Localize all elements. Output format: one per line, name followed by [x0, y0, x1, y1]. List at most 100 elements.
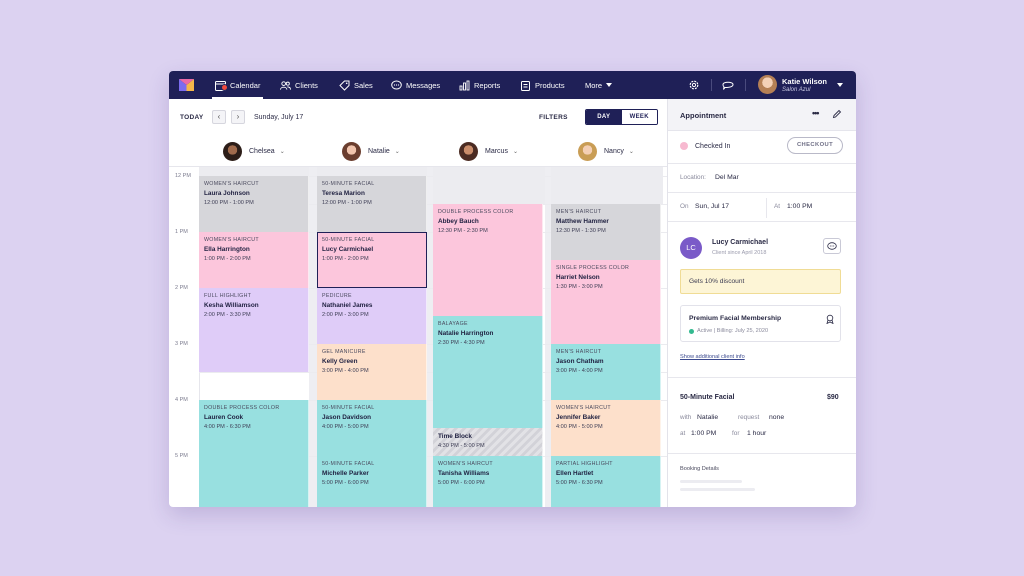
stylist-value[interactable]: Natalie	[697, 414, 719, 421]
appointment-card[interactable]: WOMEN'S HAIRCUT Jennifer Baker 4:00 PM -…	[551, 400, 661, 456]
appointment-card[interactable]: 50-MINUTE FACIAL Jason Davidson 4:00 PM …	[317, 400, 427, 456]
empty-slot[interactable]	[433, 167, 545, 204]
chevron-down-icon: ⌄	[279, 148, 285, 155]
column-gutter	[427, 167, 433, 507]
booking-details-label: Booking Details	[680, 466, 719, 472]
calendar-grid: 12 PM 1 PM 2 PM 3 PM 4 PM 5 PM WOME	[169, 167, 667, 507]
appointment-client: Ellen Hartlet	[556, 470, 594, 477]
appointment-client: Matthew Hammer	[556, 218, 609, 225]
appointment-card[interactable]: WOMEN'S HAIRCUT Laura Johnson 12:00 PM -…	[199, 176, 309, 232]
appointment-time: 2:00 PM - 3:00 PM	[322, 312, 369, 318]
client-since: Client since April 2018	[712, 250, 767, 256]
appointment-card[interactable]: WOMEN'S HAIRCUT Tanisha Williams 5:00 PM…	[433, 456, 543, 507]
filters-button[interactable]: FILTERS	[539, 114, 568, 121]
staff-header: Chelsea ⌄ Natalie ⌄ Marcus ⌄ Nancy ⌄	[169, 137, 667, 167]
nav-products[interactable]: Products	[520, 71, 565, 99]
appointment-service: PEDICURE	[322, 293, 352, 299]
pencil-icon[interactable]	[832, 109, 842, 119]
membership-status: Active | Billing: July 25, 2020	[697, 328, 769, 334]
appointment-time: 5:00 PM - 6:30 PM	[556, 480, 603, 486]
client-name[interactable]: Lucy Carmichael	[712, 239, 769, 246]
appointment-card[interactable]: MEN'S HAIRCUT Jason Chatham 3:00 PM - 4:…	[551, 344, 661, 400]
client-avatar[interactable]: LC	[680, 237, 702, 259]
avatar	[578, 141, 597, 161]
time-value[interactable]: 1:00 PM	[787, 203, 813, 210]
gear-icon[interactable]	[688, 79, 700, 91]
nav-more[interactable]: More	[585, 71, 613, 99]
appointment-card[interactable]: DOUBLE PROCESS COLOR Lauren Cook 4:00 PM…	[199, 400, 309, 507]
more-options-icon[interactable]: •••	[812, 108, 820, 118]
appointment-card[interactable]: PARTIAL HIGHLIGHT Ellen Hartlet 5:00 PM …	[551, 456, 661, 507]
nav-messages-label: Messages	[406, 80, 441, 90]
time-label: 2 PM	[175, 285, 188, 291]
nav-messages[interactable]: Messages	[391, 71, 440, 99]
location-label: Location:	[680, 174, 706, 181]
show-additional-info-link[interactable]: Show additional client info	[680, 354, 745, 360]
nav-sales[interactable]: Sales	[339, 71, 373, 99]
duration-value[interactable]: 1 hour	[747, 430, 767, 437]
staff-marcus[interactable]: Marcus ⌄	[459, 140, 518, 162]
time-label: 4 PM	[175, 397, 188, 403]
appointment-client: Michelle Parker	[322, 470, 369, 477]
empty-slot[interactable]	[551, 167, 663, 204]
nav-calendar[interactable]: Calendar	[211, 71, 264, 99]
start-value[interactable]: 1:00 PM	[691, 430, 717, 437]
staff-nancy[interactable]: Nancy ⌄	[578, 140, 634, 162]
avatar[interactable]	[758, 75, 777, 94]
checkout-button[interactable]: CHECKOUT	[787, 137, 843, 154]
appointment-card[interactable]: BALAYAGE Natalie Harrington 2:30 PM - 4:…	[433, 316, 543, 428]
appointment-card[interactable]: PEDICURE Nathaniel James 2:00 PM - 3:00 …	[317, 288, 427, 344]
nav-products-label: Products	[535, 80, 565, 90]
date-value[interactable]: Sun, Jul 17	[695, 203, 730, 210]
appointment-time: 5:00 PM - 6:00 PM	[322, 480, 369, 486]
placeholder-line	[680, 480, 742, 483]
appointment-card[interactable]: MEN'S HAIRCUT Matthew Hammer 12:30 PM - …	[551, 204, 661, 260]
nav-calendar-label: Calendar	[230, 80, 261, 90]
appointment-service: WOMEN'S HAIRCUT	[204, 237, 259, 243]
appointment-card[interactable]: GEL MANICURE Kelly Green 3:00 PM - 4:00 …	[317, 344, 427, 400]
today-button[interactable]: TODAY	[180, 114, 204, 121]
appointment-time: 2:30 PM - 4:30 PM	[438, 340, 485, 346]
membership-card[interactable]: Premium Facial Membership Active | Billi…	[680, 305, 841, 342]
appointment-card[interactable]: FULL HIGHLIGHT Kesha Williamson 2:00 PM …	[199, 288, 309, 372]
appointment-service: MEN'S HAIRCUT	[556, 349, 602, 355]
location-value[interactable]: Del Mar	[715, 174, 739, 181]
appointment-card[interactable]: 50-MINUTE FACIAL Teresa Marion 12:00 PM …	[317, 176, 427, 232]
appointment-card[interactable]: WOMEN'S HAIRCUT Ella Harrington 1:00 PM …	[199, 232, 309, 288]
request-value[interactable]: none	[769, 414, 785, 421]
staff-name: Marcus	[485, 147, 508, 155]
appointment-client: Harriet Nelson	[556, 274, 600, 281]
day-view-button[interactable]: DAY	[586, 110, 622, 124]
appointment-service: DOUBLE PROCESS COLOR	[204, 405, 280, 411]
appointment-client: Lauren Cook	[204, 414, 244, 421]
appointment-time: 12:00 PM - 1:00 PM	[204, 200, 254, 206]
appointment-card[interactable]: 50-MINUTE FACIAL Michelle Parker 5:00 PM…	[317, 456, 427, 507]
time-block[interactable]: Time Block 4:30 PM - 5:00 PM	[433, 428, 543, 456]
staff-chelsea[interactable]: Chelsea ⌄	[223, 140, 285, 162]
empty-slot[interactable]	[199, 167, 309, 176]
service-price: $90	[827, 394, 839, 401]
discount-notice: Gets 10% discount	[680, 269, 841, 294]
message-icon[interactable]	[722, 79, 734, 91]
appointment-time: 12:30 PM - 2:30 PM	[438, 228, 488, 234]
clipboard-icon	[520, 80, 531, 91]
nav-reports[interactable]: Reports	[459, 71, 500, 99]
nav-clients[interactable]: Clients	[280, 71, 318, 99]
appointment-card[interactable]: SINGLE PROCESS COLOR Harriet Nelson 1:30…	[551, 260, 661, 344]
with-label: with	[680, 414, 692, 421]
appointment-card[interactable]: DOUBLE PROCESS COLOR Abbey Bauch 12:30 P…	[433, 204, 543, 316]
message-client-button[interactable]	[823, 238, 841, 254]
brand-logo-icon[interactable]	[179, 79, 194, 91]
time-block-label: Time Block	[438, 433, 472, 440]
active-status-dot	[689, 329, 694, 334]
week-view-button[interactable]: WEEK	[621, 110, 657, 124]
prev-day-button[interactable]: ‹	[212, 110, 226, 124]
user-name[interactable]: Katie Wilson	[782, 77, 827, 86]
empty-slot[interactable]	[317, 167, 427, 176]
appointment-service: BALAYAGE	[438, 321, 468, 327]
staff-natalie[interactable]: Natalie ⌄	[342, 140, 400, 162]
user-menu-chevron-icon[interactable]	[837, 83, 843, 87]
next-day-button[interactable]: ›	[231, 110, 245, 124]
appointment-card-selected[interactable]: 50-MINUTE FACIAL Lucy Carmichael 1:00 PM…	[317, 232, 427, 288]
tag-icon	[339, 80, 350, 91]
